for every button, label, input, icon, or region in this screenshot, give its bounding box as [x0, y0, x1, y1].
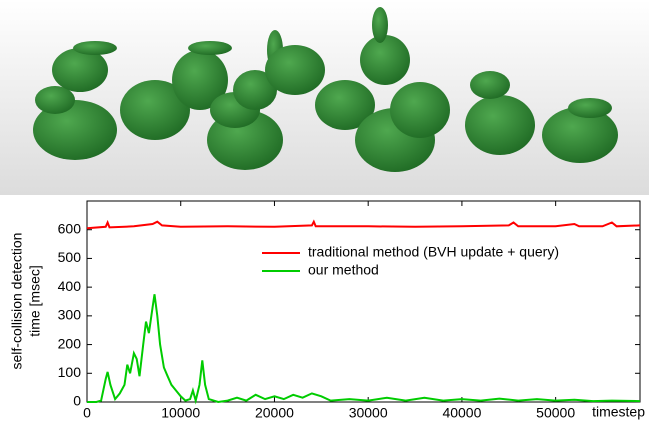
y-axis-label: time [msec]	[27, 265, 43, 337]
series-line	[87, 294, 641, 405]
x-axis-label: timestep	[592, 404, 645, 420]
legend-label: traditional method (BVH update + query)	[308, 244, 559, 260]
y-tick-label: 100	[58, 364, 82, 380]
plot-frame	[86, 200, 641, 403]
x-tick-label: 10000	[161, 405, 200, 421]
x-tick-label: 0	[83, 405, 91, 421]
x-tick-label: 40000	[442, 405, 481, 421]
legend-label: our method	[308, 262, 379, 278]
x-tick-label: 50000	[536, 405, 575, 421]
y-tick-label: 500	[58, 249, 82, 265]
series-line	[86, 219, 641, 230]
render-image	[0, 0, 649, 195]
y-tick-label: 0	[73, 393, 81, 409]
y-axis-label: self-collision detection	[9, 233, 25, 370]
x-tick-label: 20000	[255, 405, 294, 421]
y-tick-label: 300	[58, 307, 82, 323]
y-tick-label: 400	[58, 278, 82, 294]
x-tick-label: 30000	[349, 405, 388, 421]
y-tick-label: 600	[58, 220, 82, 236]
y-tick-label: 200	[58, 335, 82, 351]
